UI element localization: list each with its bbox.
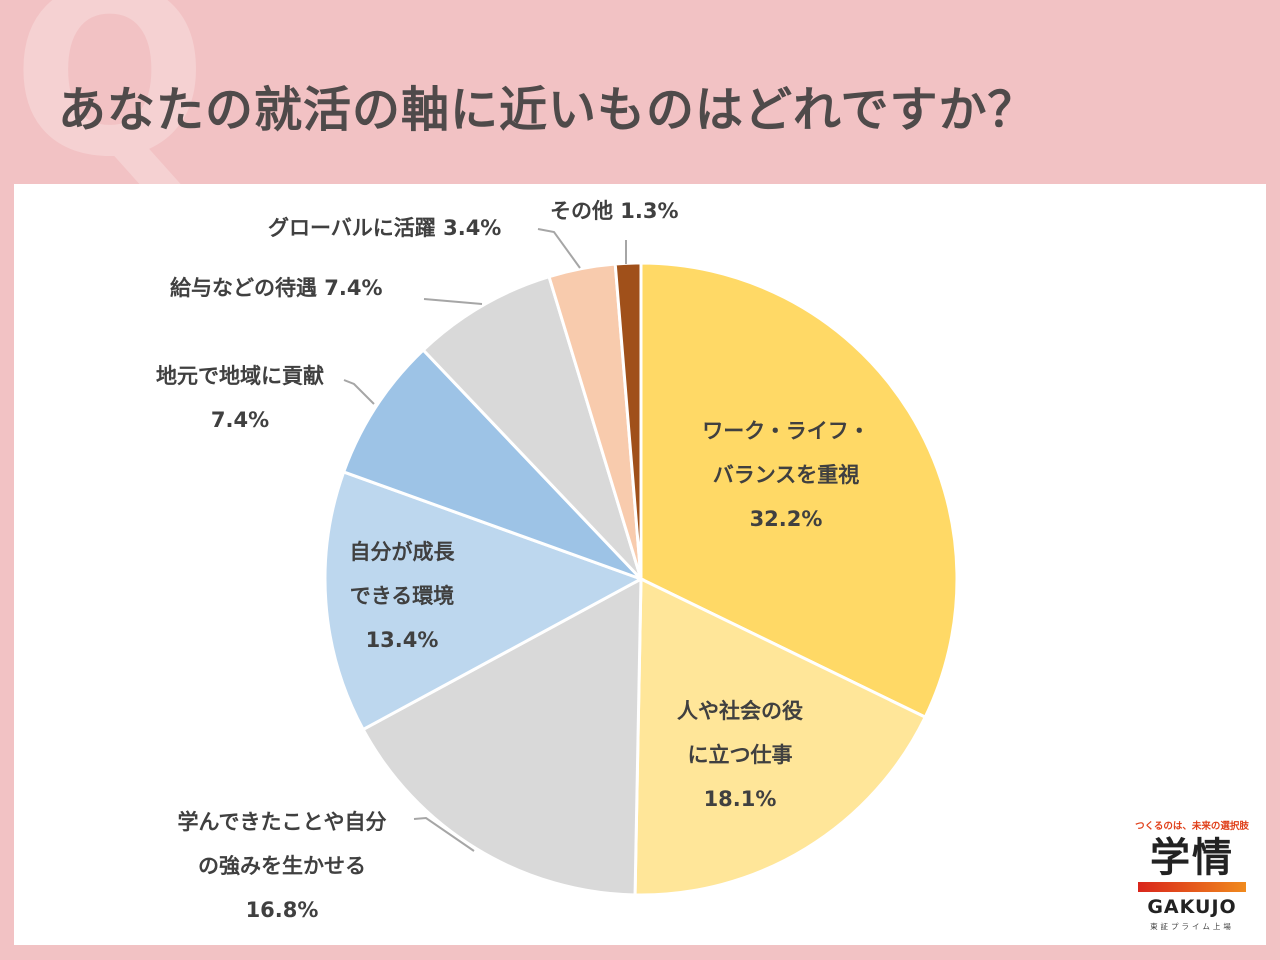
pie-slice xyxy=(323,470,645,732)
label-percent: 13.4% xyxy=(365,628,439,652)
logo-english: GAKUJO xyxy=(1147,896,1237,918)
slice-label-use-strengths: 学んできたことや自分 の強みを生かせる 16.8% xyxy=(152,800,412,932)
pie-slice xyxy=(633,576,928,897)
logo-gradient-bar xyxy=(1138,882,1246,892)
slice-label-work-life-balance: ワーク・ライフ・ バランスを重視 32.2% xyxy=(676,409,896,541)
logo-tagline: つくるのは、未来の選択肢 xyxy=(1135,821,1249,832)
gakujo-logo: つくるのは、未来の選択肢 学情 GAKUJO 東証プライム上場 xyxy=(1130,818,1254,932)
label-percent: 32.2% xyxy=(749,507,823,531)
label-percent: 18.1% xyxy=(703,787,777,811)
pie-slices xyxy=(323,261,959,897)
label-line: ワーク・ライフ・ xyxy=(702,419,870,443)
label-line: に立つ仕事 xyxy=(687,743,793,767)
pie-slice xyxy=(421,274,643,581)
slice-label-growth-environment: 自分が成長 できる環境 13.4% xyxy=(322,530,482,662)
label-line: 人や社会の役 xyxy=(677,699,803,723)
q-watermark: Q xyxy=(12,0,208,208)
label-line: 給与などの待遇 7.4% xyxy=(170,276,383,300)
slice-label-local-contribution: 地元で地域に貢献 7.4% xyxy=(120,354,360,442)
leader-line-salary xyxy=(423,298,483,305)
label-line: バランスを重視 xyxy=(712,463,860,487)
label-line: 学んできたことや自分 xyxy=(177,810,387,834)
pie-chart xyxy=(323,228,959,897)
slice-label-salary: 給与などの待遇 7.4% xyxy=(170,266,383,310)
logo-kanji: 学情 xyxy=(1150,835,1234,881)
slice-label-social-contribution: 人や社会の役 に立つ仕事 18.1% xyxy=(640,689,840,821)
chart-panel: ワーク・ライフ・ バランスを重視 32.2% 人や社会の役 に立つ仕事 18.1… xyxy=(14,184,1266,945)
label-line: その他 1.3% xyxy=(550,199,679,223)
pie-slice xyxy=(613,261,643,580)
leader-line-global xyxy=(537,228,581,269)
label-percent: 7.4% xyxy=(210,408,270,432)
leader-line-learned xyxy=(413,816,475,852)
label-line: グローバルに活躍 3.4% xyxy=(268,216,502,240)
label-percent: 16.8% xyxy=(245,898,319,922)
leader-line-local xyxy=(343,379,375,405)
pie-slice xyxy=(361,576,643,897)
label-line: 自分が成長 xyxy=(349,540,455,564)
pie-slice xyxy=(639,261,959,720)
leader-lines xyxy=(343,228,627,852)
logo-subtitle: 東証プライム上場 xyxy=(1150,922,1234,931)
slice-label-global: グローバルに活躍 3.4% xyxy=(268,206,501,250)
pie-slice xyxy=(341,347,643,581)
slice-label-other: その他 1.3% xyxy=(550,189,679,233)
label-line: 地元で地域に貢献 xyxy=(156,364,324,388)
label-line: の強みを生かせる xyxy=(198,854,366,878)
page-title: あなたの就活の軸に近いものはどれですか？ xyxy=(58,82,1037,138)
label-line: できる環境 xyxy=(349,584,455,608)
